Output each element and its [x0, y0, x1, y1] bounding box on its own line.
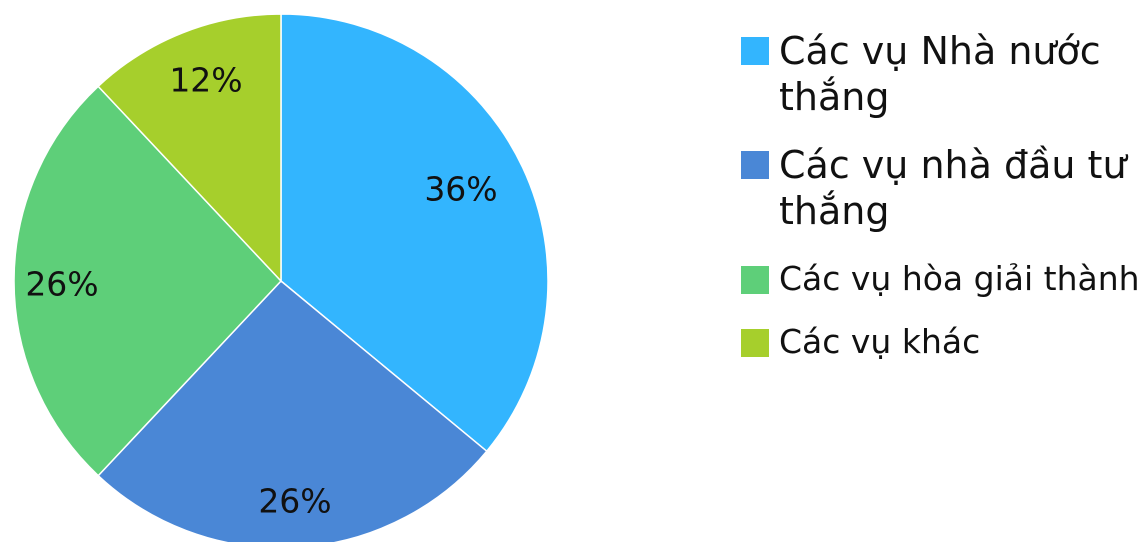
pie-slice-settled [13, 85, 283, 477]
legend-item-investor-won: Các vụ nhà đầu tư thắng [741, 142, 1147, 234]
slice-label-other: 12% [169, 61, 242, 100]
legend-swatch [741, 266, 769, 294]
pie-slice-state-won [280, 13, 549, 453]
slice-label-state-won: 36% [424, 170, 497, 209]
slice-label-settled: 26% [25, 265, 98, 304]
legend-swatch [741, 37, 769, 65]
legend-label: Các vụ hòa giải thành [779, 259, 1140, 298]
legend-label: Các vụ Nhà nước thắng [779, 29, 1101, 119]
legend-label: Các vụ khác [779, 322, 981, 361]
pie-slice-other [97, 13, 282, 283]
legend-label: Các vụ nhà đầu tư thắng [779, 143, 1127, 233]
legend-swatch [741, 151, 769, 179]
pie-chart: 36% 26% 26% 12% [13, 13, 549, 542]
legend-item-other: Các vụ khác [741, 319, 1147, 364]
legend-item-settled: Các vụ hòa giải thành [741, 256, 1147, 301]
legend: Các vụ Nhà nước thắng Các vụ nhà đầu tư … [741, 28, 1147, 382]
pie-slice-investor-won [97, 279, 488, 542]
slice-label-investor-won: 26% [258, 482, 331, 521]
legend-item-state-won: Các vụ Nhà nước thắng [741, 28, 1147, 120]
legend-swatch [741, 329, 769, 357]
